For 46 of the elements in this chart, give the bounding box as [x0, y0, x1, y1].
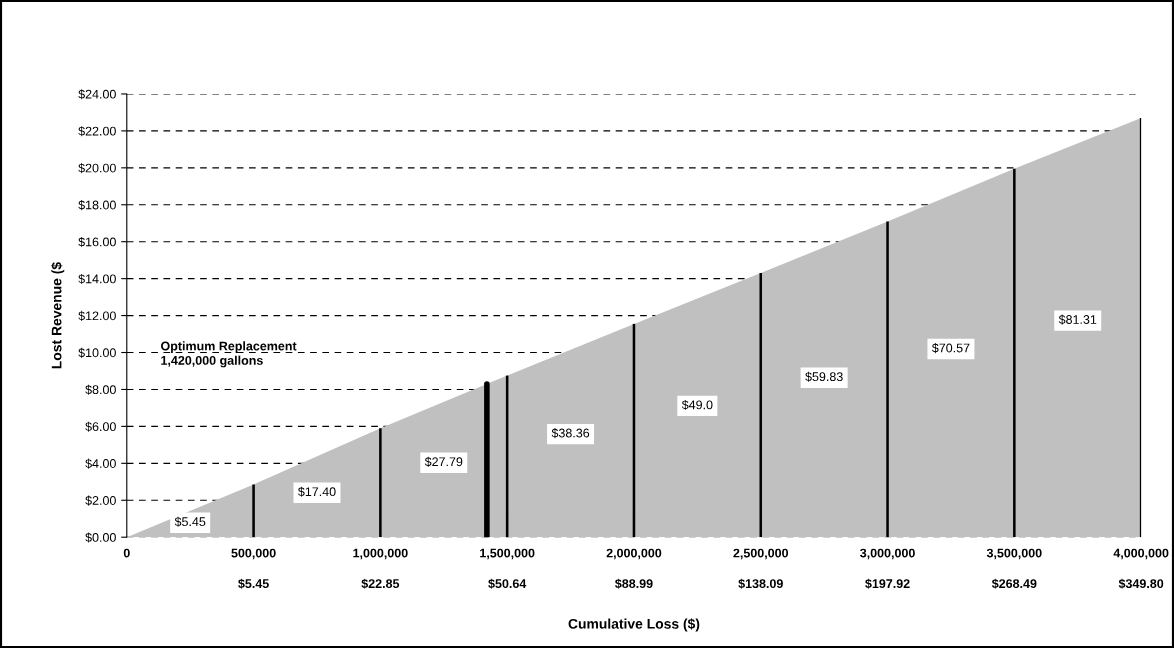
- annotation: $70.57: [931, 343, 970, 354]
- annotation: $49.0: [681, 399, 713, 411]
- text: $5.45: [238, 578, 269, 589]
- annotation: $17.40: [298, 486, 336, 497]
- x-tick-label: 3,000,000: [860, 548, 915, 560]
- x-tick-label: 1,000,000: [353, 548, 408, 560]
- y-tick-label: $12.00: [78, 310, 116, 321]
- bar: [379, 428, 382, 538]
- ref-line-label: Optimum Replacement 1,420,000 gallons: [161, 341, 297, 368]
- text: $268.49: [991, 578, 1037, 589]
- y-tick-label: $8.00: [85, 384, 116, 395]
- bar: [759, 273, 763, 538]
- text: $138.09: [738, 578, 783, 589]
- x-tick-label: 500,000: [231, 548, 276, 560]
- bar: [886, 221, 889, 538]
- x-tick-label: 1,500,000: [480, 548, 535, 560]
- y-tick-label: $0.00: [85, 532, 116, 543]
- annotation: $81.31: [1058, 314, 1097, 325]
- y-tick-label: $6.00: [85, 421, 116, 432]
- annotation: $38.36: [551, 428, 590, 439]
- annotation: $59.83: [805, 371, 843, 382]
- y-tick-label: $20.00: [78, 163, 116, 174]
- y-axis-title: Lost Revenue ($: [51, 262, 65, 369]
- x-tick-label: 3,500,000: [986, 548, 1042, 560]
- text: $50.64: [488, 578, 527, 589]
- x-tick-label: 0: [123, 548, 130, 558]
- y-tick-label: $22.00: [78, 126, 116, 137]
- y-tick-label: $14.00: [78, 273, 116, 285]
- y-tick-label: $10.00: [78, 347, 116, 358]
- annotation: $27.79: [424, 456, 463, 467]
- x-axis-title: Cumulative Loss ($): [568, 618, 700, 632]
- x-tick-label: 2,000,000: [606, 548, 662, 560]
- annotation: $5.45: [174, 516, 206, 527]
- y-tick-label: $2.00: [85, 495, 116, 506]
- bar: [252, 484, 255, 538]
- text: $22.85: [361, 578, 400, 589]
- x-tick-label: 2,500,000: [733, 548, 789, 560]
- text: $349.80: [1118, 578, 1164, 589]
- y-tick-label: $24.00: [78, 89, 116, 100]
- bar: [1013, 168, 1016, 538]
- text: $88.99: [615, 578, 653, 589]
- x-tick-label: 4,000,000: [1113, 548, 1169, 560]
- y-tick-label: $16.00: [78, 236, 116, 248]
- y-tick-label: $18.00: [78, 200, 116, 211]
- y-tick-label: $4.00: [85, 458, 116, 469]
- text: $197.92: [865, 578, 910, 589]
